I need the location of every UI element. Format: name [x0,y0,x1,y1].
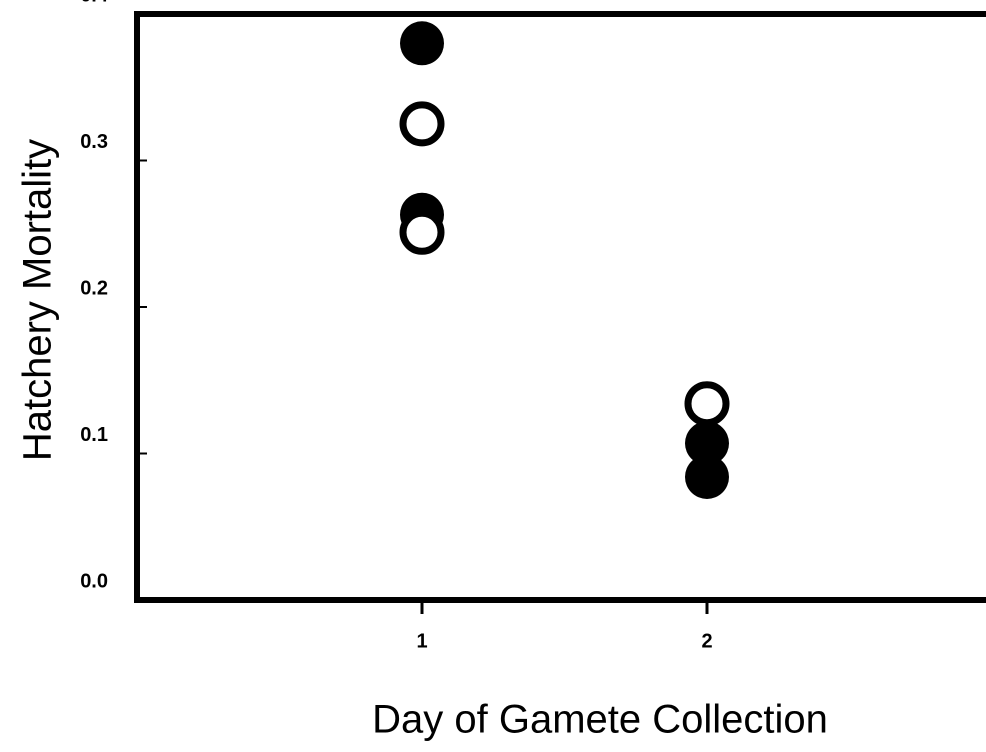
point [684,381,730,427]
y-tick-label: 0.0 [80,570,108,592]
point [399,101,445,147]
y-axis-label: Hatchery Mortality [16,139,60,461]
y-tick-label: 0.4 [80,0,109,6]
x-tick-label: 1 [416,630,427,652]
y-tick-label: 0.3 [80,131,108,153]
point [399,209,445,255]
y-tick-label: 0.2 [80,277,108,299]
point [685,454,729,499]
y-tick-label: 0.1 [80,424,108,446]
plot-frame [134,11,986,603]
x-axis-label: Day of Gamete Collection [372,698,828,742]
point [685,421,729,466]
x-tick-label: 2 [701,630,712,652]
point [400,21,444,66]
